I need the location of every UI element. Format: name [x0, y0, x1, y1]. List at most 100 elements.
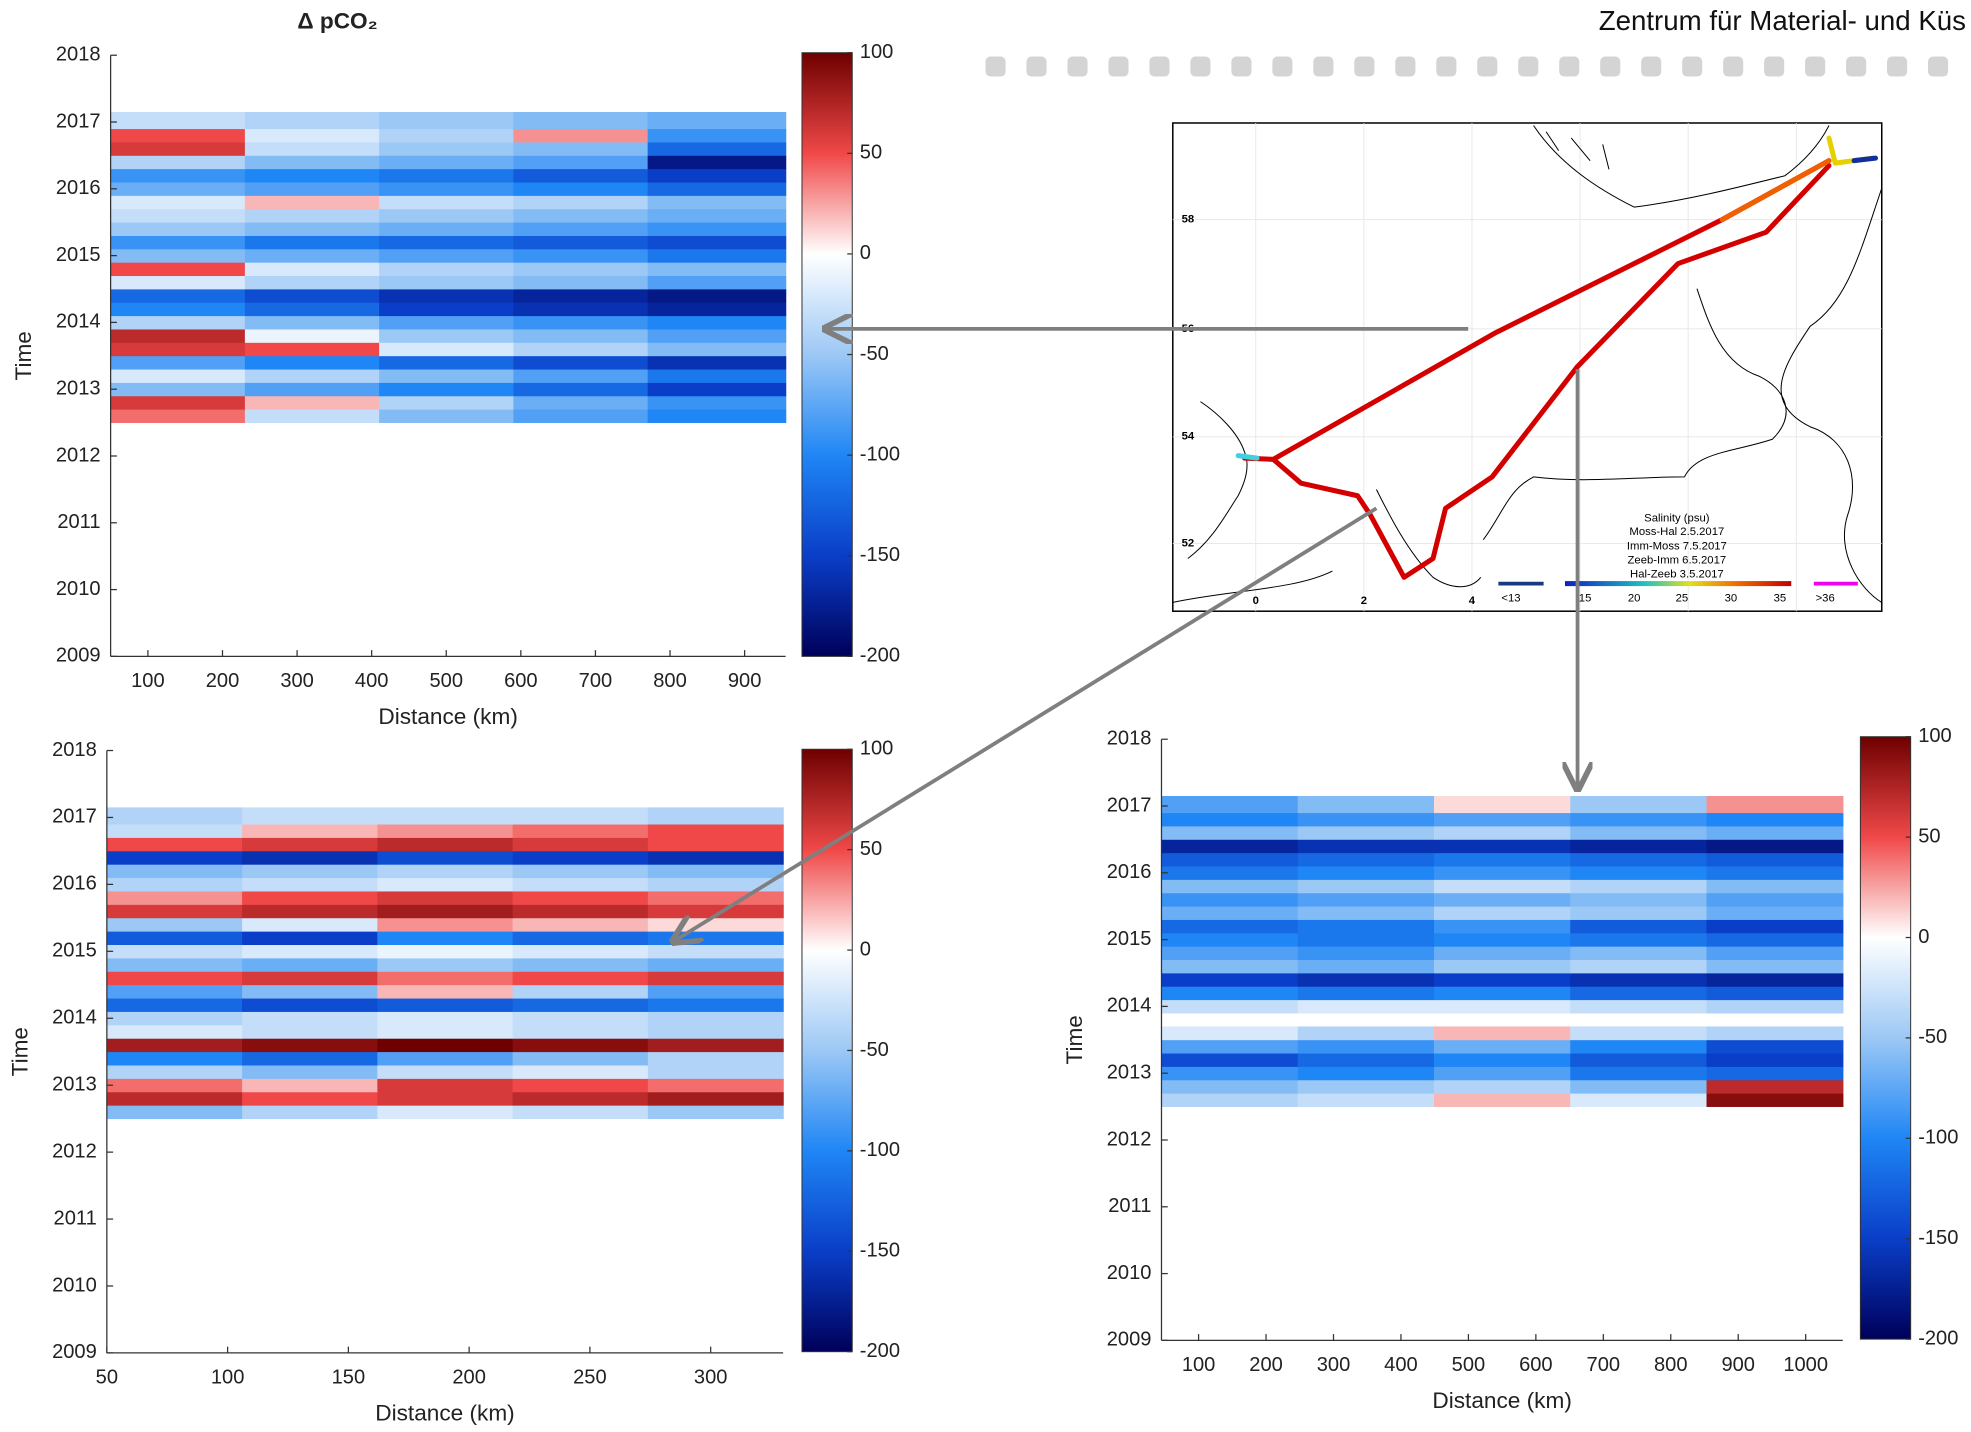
heat-cell: [242, 984, 378, 999]
heat-cell: [1570, 959, 1708, 974]
colorbar: [801, 748, 853, 1353]
heat-cell: [1706, 1093, 1844, 1107]
heat-cell: [1570, 1066, 1708, 1081]
lon-label: 2: [1361, 595, 1367, 607]
heat-cell: [1297, 1079, 1435, 1094]
heat-cell: [513, 182, 649, 196]
y-tick-label: 2015: [52, 940, 97, 962]
heat-cell: [1434, 906, 1571, 920]
heat-cell: [1434, 946, 1571, 961]
heat-cell: [512, 824, 649, 838]
colorbar-tick-label: -200: [1918, 1327, 1958, 1349]
legend-title: Salinity (psu): [1644, 512, 1710, 524]
heat-cell: [377, 850, 514, 865]
heat-cell: [647, 342, 787, 357]
dot: [1928, 56, 1949, 77]
x-tick-label: 700: [579, 670, 613, 692]
heat-cell: [242, 971, 378, 986]
heat-cell: [1161, 1053, 1299, 1067]
heat-cell: [1434, 892, 1571, 907]
heat-cell: [377, 1065, 514, 1079]
heat-cell: [1570, 1053, 1708, 1067]
heat-cell: [242, 877, 378, 892]
heat-cell: [379, 355, 515, 370]
y-tick-label: 2016: [52, 873, 97, 895]
heat-cell: [242, 1011, 378, 1026]
dot: [1559, 56, 1580, 77]
heat-cell: [1570, 1093, 1708, 1107]
heat-cell: [377, 1105, 514, 1120]
heat-cell: [1434, 866, 1571, 880]
heat-cell: [647, 289, 787, 303]
heat-cell: [110, 382, 246, 397]
x-tick-label: 250: [573, 1366, 607, 1388]
heat-cell: [647, 1091, 784, 1106]
y-tick-label: 2018: [1107, 728, 1152, 750]
heat-cell: [106, 958, 243, 972]
heat-cell: [1434, 795, 1571, 814]
heat-cell: [647, 1105, 784, 1120]
heat-cell: [377, 917, 514, 932]
x-axis-label: Distance (km): [378, 704, 517, 729]
y-tick-label: 2012: [1107, 1128, 1152, 1150]
heat-cell: [1161, 1026, 1299, 1041]
colorbar-tick-label: -200: [860, 1340, 900, 1362]
heat-cell: [106, 944, 243, 959]
heat-cell: [242, 958, 378, 972]
heat-cell: [647, 1051, 784, 1066]
scale-label: >36: [1816, 593, 1835, 605]
heat-cell: [512, 958, 649, 972]
heat-cell: [244, 235, 380, 250]
heat-cell: [647, 917, 784, 932]
dot: [1436, 56, 1457, 77]
x-tick-label: 700: [1587, 1354, 1621, 1376]
heat-cell: [244, 275, 380, 290]
heat-cell: [513, 289, 649, 303]
heat-cell: [513, 248, 649, 263]
dot: [1231, 56, 1252, 77]
heat-cell: [1570, 973, 1708, 987]
heat-cell: [1434, 839, 1571, 854]
heat-cell: [106, 807, 243, 825]
heat-cell: [1434, 1053, 1571, 1067]
heat-cell: [1706, 812, 1844, 827]
dot: [1723, 56, 1744, 77]
heat-cell: [1570, 1026, 1708, 1041]
heat-cell: [110, 409, 246, 423]
heat-cell: [377, 944, 514, 959]
dot: [1026, 56, 1047, 77]
heat-cell: [379, 235, 515, 250]
heat-cell: [513, 262, 649, 277]
heat-cell: [513, 222, 649, 236]
heat-cell: [110, 128, 246, 143]
heat-cell: [647, 864, 784, 879]
heat-cell: [647, 944, 784, 959]
scale-label: 30: [1725, 593, 1738, 605]
scale-label: 15: [1579, 593, 1592, 605]
heat-cell: [244, 262, 380, 277]
heat-cell: [242, 931, 378, 946]
heat-cell: [1297, 795, 1435, 814]
heat-cell: [379, 382, 515, 397]
heat-cell: [1570, 892, 1708, 907]
dot: [1477, 56, 1498, 77]
heat-cell: [513, 168, 649, 183]
heat-cell: [512, 1038, 649, 1053]
heat-cell: [1570, 919, 1708, 934]
heat-cell: [647, 248, 787, 263]
heat-cell: [106, 891, 243, 905]
x-tick-label: 200: [452, 1366, 486, 1388]
heat-cell: [379, 289, 515, 303]
heat-cell: [110, 208, 246, 223]
heat-cell: [110, 302, 246, 317]
heat-cell: [106, 824, 243, 838]
heat-cell: [513, 409, 649, 423]
heat-cell: [242, 1038, 378, 1053]
x-axis-label: Distance (km): [1432, 1388, 1571, 1413]
heat-cell: [110, 369, 246, 383]
heat-cell: [377, 824, 514, 838]
y-tick-label: 2013: [56, 378, 101, 400]
heat-cell: [1297, 959, 1435, 974]
heat-cell: [647, 850, 784, 865]
heat-cell: [1161, 852, 1299, 867]
